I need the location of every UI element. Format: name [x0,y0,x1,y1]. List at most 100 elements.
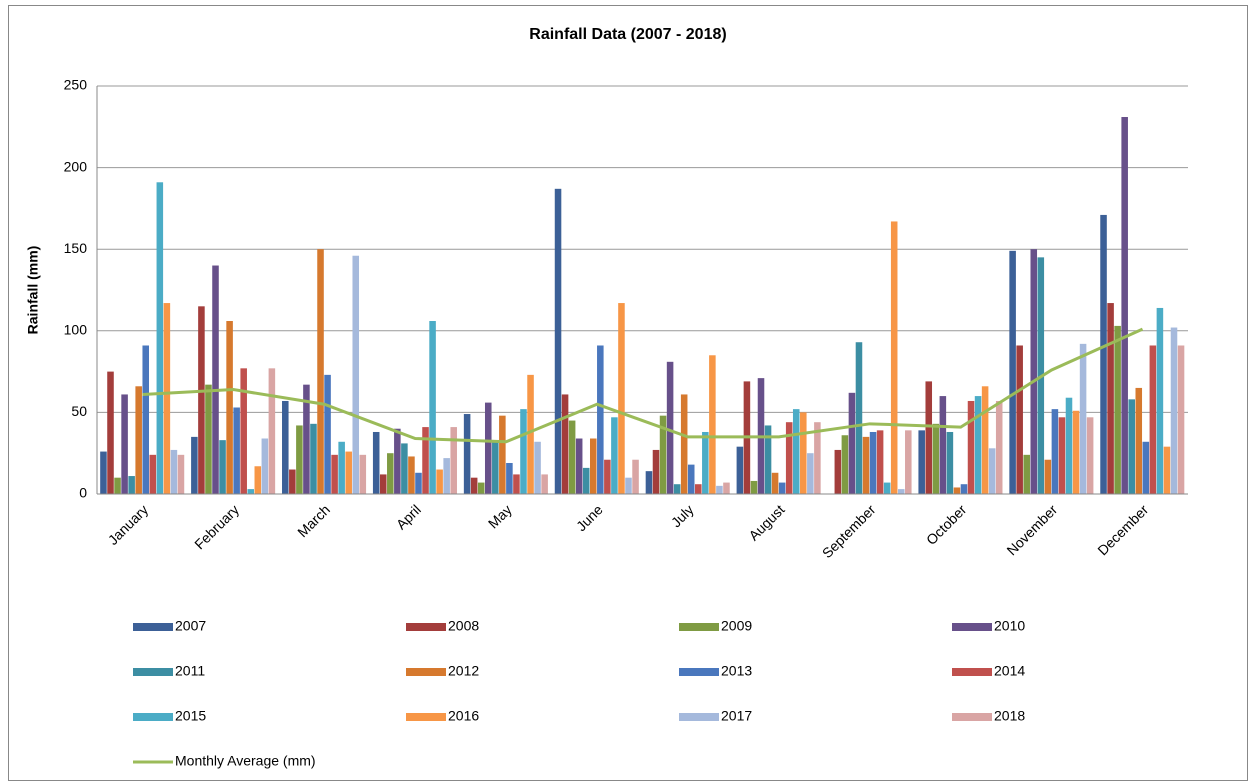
bar [1149,345,1157,494]
bar [652,449,660,494]
bar [582,467,590,494]
bar [289,469,296,494]
bar [372,431,380,494]
bar [1058,417,1066,494]
legend-swatch [133,623,173,631]
bar [534,441,541,494]
bar [345,451,352,494]
bar [177,454,185,494]
legend-swatch [679,668,719,676]
bar [163,303,171,494]
bar [135,386,142,494]
bar [324,374,331,494]
bar [897,489,905,494]
bar [905,430,912,494]
bar [764,425,772,494]
bar [1170,327,1178,494]
bar [408,456,415,494]
bar [814,422,821,494]
bar [771,472,779,494]
bar [981,386,989,494]
bar [477,482,485,494]
bar [750,480,758,494]
bar [513,474,520,494]
bar [1065,397,1073,494]
bar [1100,214,1107,495]
bar [1051,409,1059,494]
bar [317,249,324,494]
bar [107,371,114,494]
bar [379,474,387,494]
bar [925,381,933,494]
bar [450,427,457,494]
bar [1107,303,1114,494]
bar [673,484,681,494]
y-tick-label: 200 [64,158,88,174]
bar [121,394,128,494]
bar [338,441,345,494]
bar [443,458,450,494]
bar [303,384,310,494]
bar [666,361,674,494]
bar [890,221,898,494]
bar [415,472,422,494]
bar [939,396,947,494]
bar [855,342,863,494]
bar [1079,343,1087,494]
bar [527,374,534,494]
bar [611,417,618,494]
legend-label: 2016 [448,708,479,724]
average-line [142,327,1144,444]
bar [198,306,205,494]
bar [1072,410,1080,494]
legend-label: 2010 [994,618,1025,634]
bar [561,394,569,494]
legend-swatch [133,668,173,676]
legend-label: 2011 [175,663,205,679]
bar [709,355,716,494]
bar [1121,117,1128,495]
bar [695,484,702,494]
bar [554,188,562,495]
bar [142,345,150,494]
legend-label: 2018 [994,708,1025,724]
bar [1156,307,1164,494]
legend-label: 2017 [721,708,752,724]
bar [589,438,597,494]
bar [191,436,198,494]
bar [723,482,730,494]
bar [918,430,925,494]
bar [876,430,884,494]
bar [429,321,436,494]
bar [1177,345,1185,494]
bar [680,394,688,494]
bar [387,453,394,494]
bar [785,422,793,494]
bar [597,345,604,494]
bar [401,443,408,494]
bar [100,451,107,494]
legend-label: 2014 [994,663,1025,679]
legend-label: Monthly Average (mm) [175,753,316,769]
bar [520,409,527,494]
bar [953,487,961,494]
bar [575,438,583,494]
bar [932,423,940,494]
bar [1023,454,1030,494]
bar [156,182,164,494]
chart-title: Rainfall Data (2007 - 2018) [529,26,726,43]
bar [625,477,632,494]
bar [1044,459,1052,494]
bar [205,384,212,494]
bar [736,446,744,494]
bar [1163,446,1171,494]
bar [499,415,506,494]
bar [394,428,401,494]
bar [1086,417,1094,494]
bar [1128,399,1135,494]
bar [484,402,492,494]
bar [841,435,849,494]
legend-label: 2013 [721,663,752,679]
legend-label: 2012 [448,663,479,679]
bar [170,449,178,494]
